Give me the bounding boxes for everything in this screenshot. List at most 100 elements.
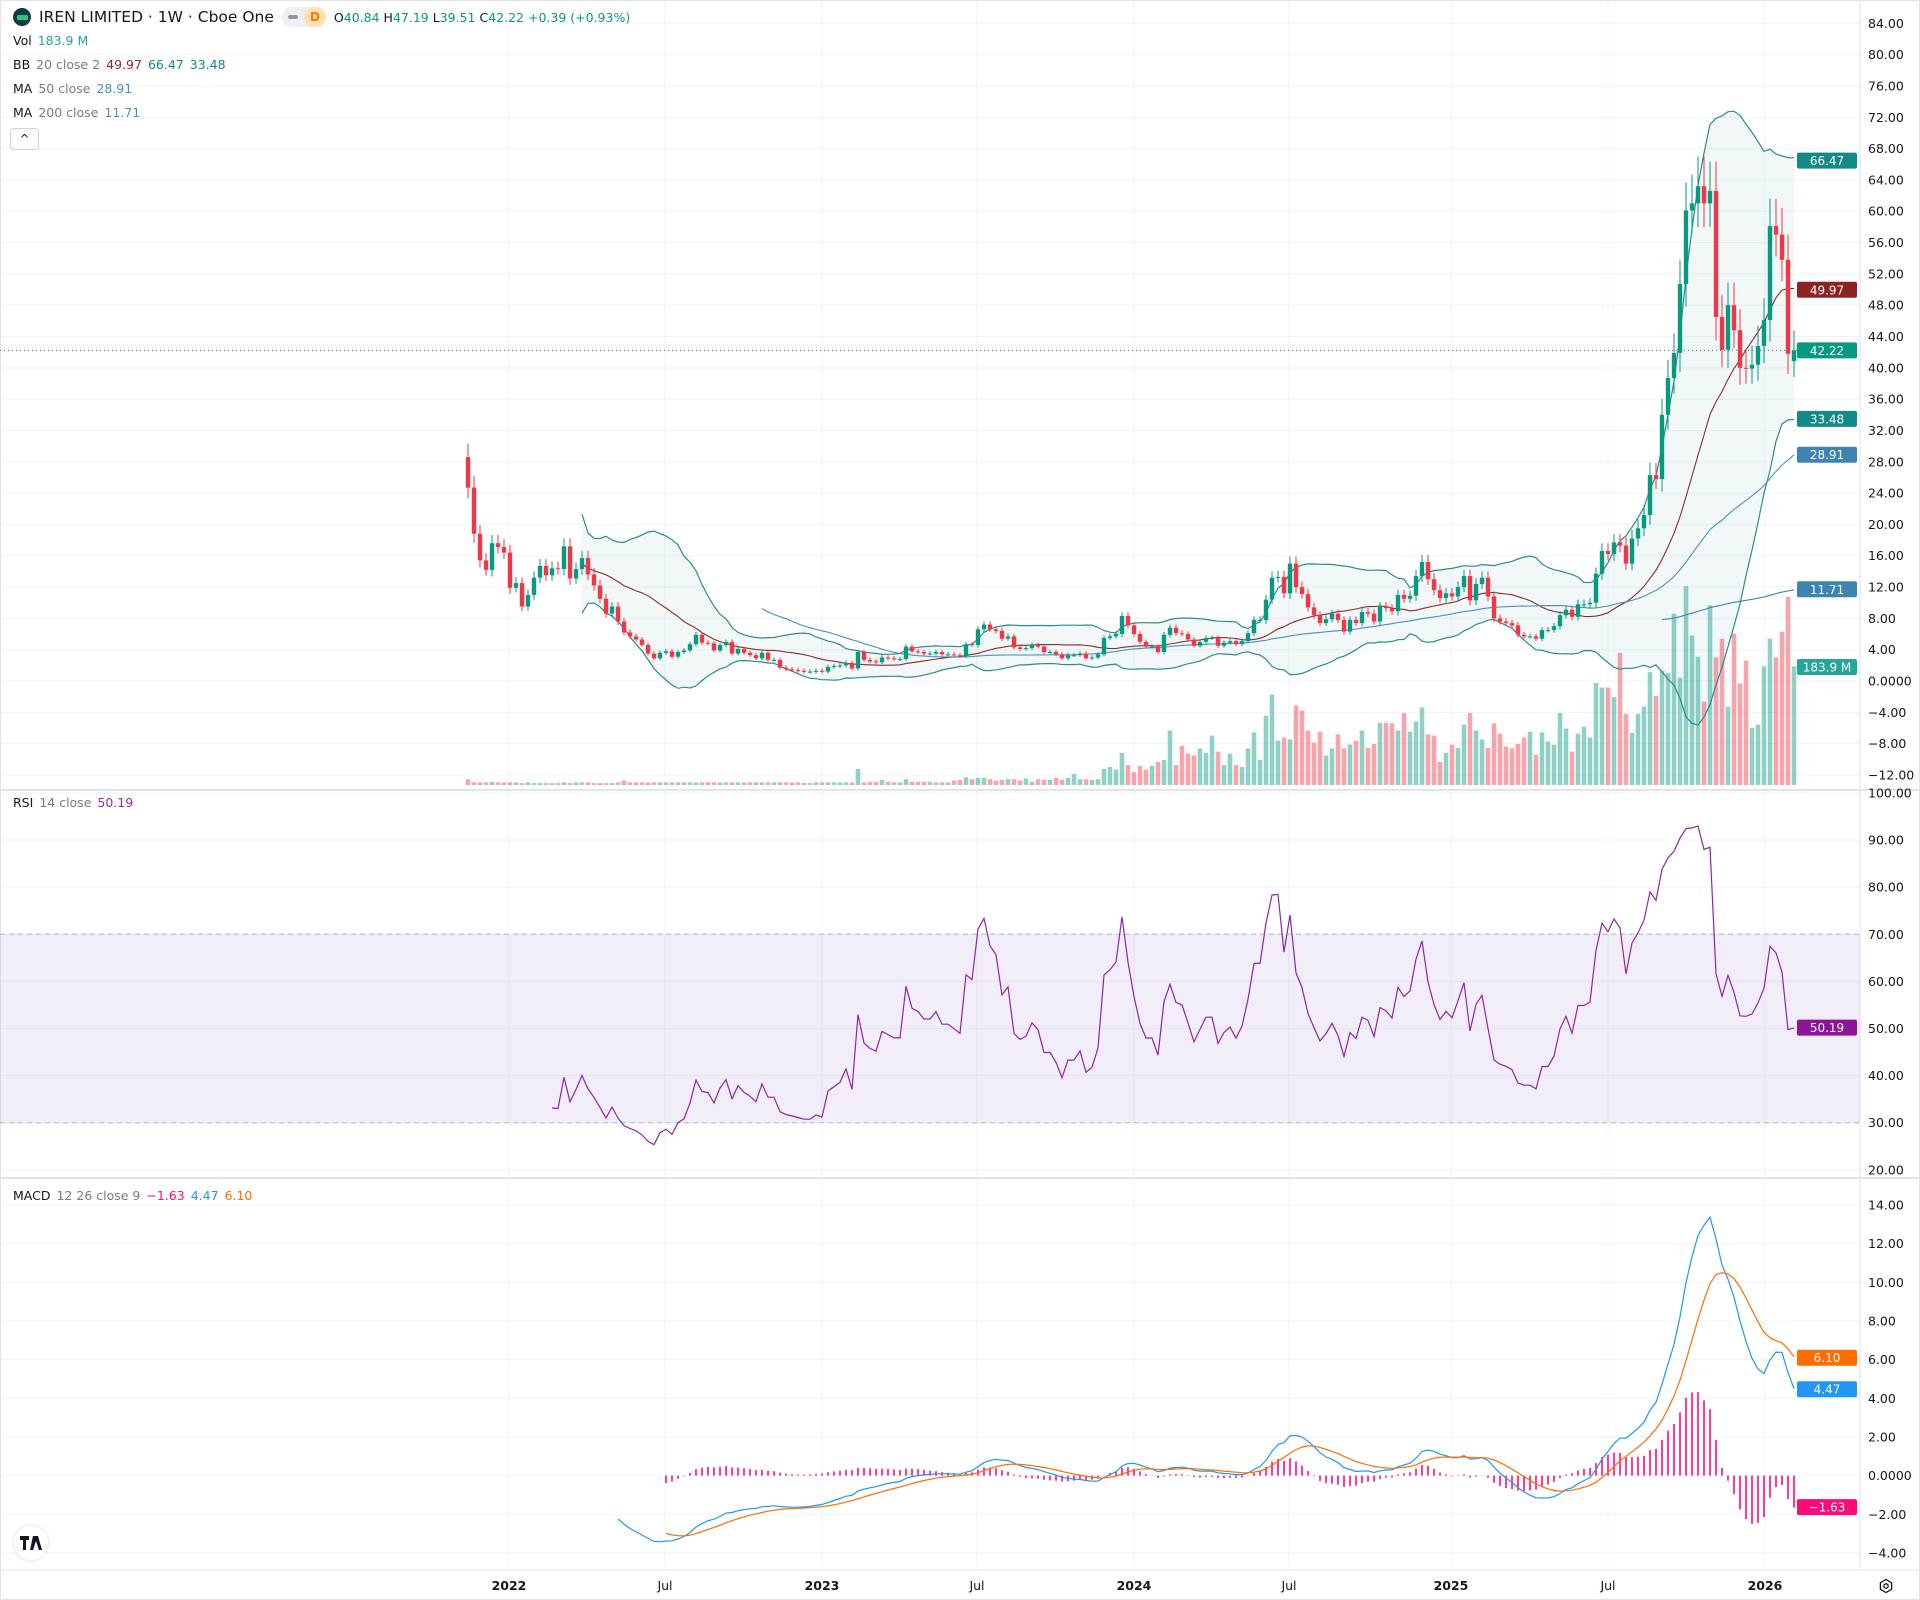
candle[interactable]: [945, 652, 951, 657]
candle[interactable]: [1185, 631, 1191, 642]
data-status-pill[interactable]: D: [281, 7, 326, 27]
candle[interactable]: [1407, 590, 1413, 603]
candle[interactable]: [531, 571, 537, 600]
candle[interactable]: [1749, 345, 1755, 384]
candle[interactable]: [771, 657, 777, 662]
candle[interactable]: [1665, 359, 1671, 430]
candle[interactable]: [729, 639, 735, 656]
candle[interactable]: [1119, 612, 1125, 638]
candle[interactable]: [1125, 612, 1131, 629]
candle[interactable]: [1137, 631, 1143, 645]
candle[interactable]: [1539, 627, 1545, 642]
candle[interactable]: [837, 663, 843, 669]
candle[interactable]: [1641, 505, 1647, 537]
candle[interactable]: [1731, 282, 1737, 349]
candle[interactable]: [1083, 651, 1089, 661]
candle[interactable]: [1341, 616, 1347, 635]
candle[interactable]: [1155, 644, 1161, 654]
candle[interactable]: [1647, 462, 1653, 525]
candle[interactable]: [675, 649, 681, 659]
candle[interactable]: [1551, 622, 1557, 633]
ma200-legend[interactable]: MA 200 close 11.71: [10, 104, 144, 121]
candle[interactable]: [1605, 543, 1611, 561]
candle[interactable]: [1707, 161, 1713, 227]
candle[interactable]: [1479, 571, 1485, 589]
candle[interactable]: [1449, 588, 1455, 601]
candle[interactable]: [1443, 588, 1449, 603]
candle[interactable]: [1053, 649, 1059, 657]
candle[interactable]: [465, 443, 471, 499]
candle[interactable]: [1509, 619, 1515, 629]
candle[interactable]: [1245, 630, 1251, 644]
candle[interactable]: [1233, 638, 1239, 647]
candle[interactable]: [1371, 609, 1377, 625]
candle[interactable]: [1755, 325, 1761, 381]
candle[interactable]: [759, 650, 765, 661]
candle[interactable]: [1071, 652, 1077, 658]
candle[interactable]: [1131, 622, 1137, 637]
candle[interactable]: [561, 538, 567, 576]
gear-icon[interactable]: [1878, 1578, 1894, 1594]
candle[interactable]: [1167, 624, 1173, 638]
candle[interactable]: [1455, 581, 1461, 601]
candle[interactable]: [621, 617, 627, 636]
candle[interactable]: [699, 632, 705, 645]
candle[interactable]: [879, 655, 885, 665]
candle[interactable]: [663, 648, 669, 655]
candle[interactable]: [777, 657, 783, 670]
candle[interactable]: [1221, 640, 1227, 648]
candle[interactable]: [1035, 642, 1041, 649]
candle[interactable]: [1041, 644, 1047, 654]
candle[interactable]: [549, 561, 555, 581]
candle[interactable]: [1779, 207, 1785, 282]
candle[interactable]: [693, 632, 699, 647]
candle[interactable]: [1029, 642, 1035, 651]
candle[interactable]: [921, 649, 927, 656]
candle[interactable]: [1767, 198, 1773, 342]
candle[interactable]: [513, 577, 519, 593]
candle[interactable]: [1413, 569, 1419, 601]
candle[interactable]: [1623, 537, 1629, 571]
candle[interactable]: [1593, 567, 1599, 608]
candle[interactable]: [765, 650, 771, 662]
candle[interactable]: [681, 648, 687, 654]
candle[interactable]: [1527, 633, 1533, 639]
candle[interactable]: [1065, 652, 1071, 661]
candle[interactable]: [1365, 607, 1371, 617]
candle[interactable]: [1215, 635, 1221, 648]
candle[interactable]: [909, 644, 915, 654]
candle[interactable]: [489, 534, 495, 577]
candle[interactable]: [1377, 602, 1383, 626]
candle[interactable]: [1773, 198, 1779, 257]
candle[interactable]: [1635, 519, 1641, 546]
candle[interactable]: [1347, 616, 1353, 635]
candle[interactable]: [507, 544, 513, 595]
candle[interactable]: [1713, 161, 1719, 341]
candle[interactable]: [993, 626, 999, 634]
candle[interactable]: [615, 602, 621, 626]
candle[interactable]: [1005, 633, 1011, 641]
candle[interactable]: [1293, 556, 1299, 593]
candle[interactable]: [1719, 295, 1725, 368]
candle[interactable]: [933, 649, 939, 656]
candle[interactable]: [657, 650, 663, 661]
candle[interactable]: [1173, 624, 1179, 636]
candle[interactable]: [831, 663, 837, 669]
candle[interactable]: [1269, 571, 1275, 605]
candle[interactable]: [1581, 599, 1587, 608]
candle[interactable]: [1113, 631, 1119, 639]
candle[interactable]: [783, 665, 789, 672]
candle[interactable]: [1701, 156, 1707, 228]
candle[interactable]: [1077, 651, 1083, 658]
candle[interactable]: [1227, 638, 1233, 645]
candle[interactable]: [981, 621, 987, 633]
candle[interactable]: [1437, 584, 1443, 603]
candle[interactable]: [885, 655, 891, 661]
candle[interactable]: [717, 642, 723, 653]
candle[interactable]: [1179, 630, 1185, 637]
candle[interactable]: [1257, 616, 1263, 623]
candle[interactable]: [741, 646, 747, 655]
candle[interactable]: [477, 524, 483, 568]
candle[interactable]: [1209, 635, 1215, 641]
candle[interactable]: [1149, 644, 1155, 649]
